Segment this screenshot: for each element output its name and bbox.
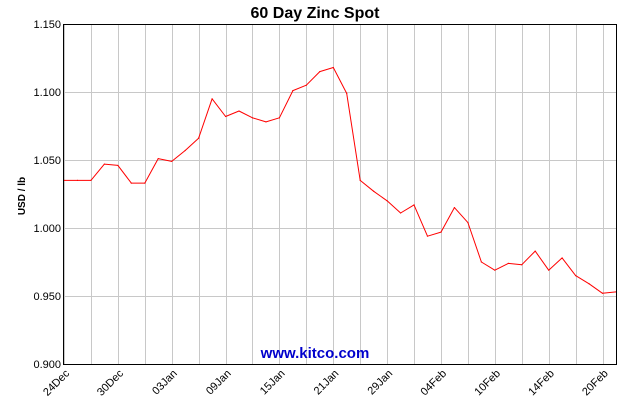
- x-tick-label: 24Dec: [41, 367, 72, 398]
- data-point: [157, 158, 159, 160]
- data-point: [426, 235, 429, 237]
- data-point: [144, 182, 146, 184]
- data-point: [224, 115, 227, 118]
- x-tick-label: 29Jan: [366, 368, 396, 398]
- data-point: [413, 204, 415, 206]
- chart-title: 60 Day Zinc Spot: [251, 5, 381, 22]
- data-point: [76, 179, 79, 181]
- data-point: [440, 231, 442, 233]
- series-line: [64, 67, 617, 294]
- x-tick-label: 20Feb: [580, 368, 611, 399]
- data-point: [130, 182, 132, 184]
- x-tick-label: 03Jan: [150, 368, 180, 398]
- y-tick-label: 1.000: [33, 223, 61, 235]
- y-tick-label: 0.950: [33, 291, 61, 303]
- x-tick-label: 09Jan: [204, 368, 234, 398]
- x-tick-label: 10Feb: [472, 368, 503, 399]
- data-point: [198, 137, 200, 139]
- data-point: [588, 283, 590, 285]
- data-point: [453, 207, 456, 209]
- data-point: [265, 121, 267, 123]
- data-point: [534, 250, 536, 252]
- y-tick-labels: 0.900 0.950 1.000 1.050 1.100 1.150: [33, 19, 61, 371]
- data-point: [278, 117, 281, 119]
- data-point: [117, 164, 119, 167]
- y-tick-label: 1.100: [33, 87, 61, 99]
- data-point: [386, 200, 388, 202]
- data-point: [346, 92, 348, 94]
- x-tick-labels: 24Dec 30Dec 03Jan 09Jan 15Jan 21Jan 29Jan 04Feb…: [41, 367, 611, 398]
- data-point: [319, 71, 321, 73]
- data-point: [171, 160, 173, 162]
- data-point: [292, 90, 294, 92]
- data-point: [251, 117, 254, 119]
- plot-frame: [63, 24, 617, 365]
- series-layer: [63, 66, 617, 294]
- data-point: [211, 98, 213, 100]
- y-tick-label: 1.150: [33, 19, 61, 31]
- x-tick-label: 14Feb: [526, 368, 557, 399]
- watermark-link[interactable]: www.kitco.com: [260, 345, 370, 362]
- data-point: [521, 264, 523, 266]
- data-point: [90, 179, 92, 181]
- data-point: [467, 221, 469, 224]
- data-point: [561, 257, 563, 259]
- grid-lines: [64, 24, 616, 365]
- x-tick-label: 30Dec: [95, 367, 126, 398]
- data-point: [399, 212, 402, 214]
- x-tick-label: 21Jan: [312, 368, 342, 398]
- data-point: [238, 110, 240, 112]
- y-axis-label: USD / lb: [17, 177, 28, 215]
- data-point: [332, 66, 334, 69]
- data-point: [480, 261, 482, 263]
- data-point: [305, 84, 307, 86]
- data-point: [507, 262, 509, 264]
- y-tick-label: 1.050: [33, 155, 61, 167]
- data-point: [548, 269, 550, 271]
- data-point: [359, 179, 361, 181]
- data-point: [184, 149, 186, 152]
- y-tick-label: 0.900: [33, 359, 61, 371]
- data-point: [103, 163, 105, 165]
- data-point: [601, 292, 604, 294]
- x-tick-label: 04Feb: [419, 368, 450, 399]
- data-point: [575, 275, 577, 277]
- x-tick-label: 15Jan: [258, 368, 288, 398]
- data-point: [373, 190, 375, 192]
- data-point: [494, 269, 496, 271]
